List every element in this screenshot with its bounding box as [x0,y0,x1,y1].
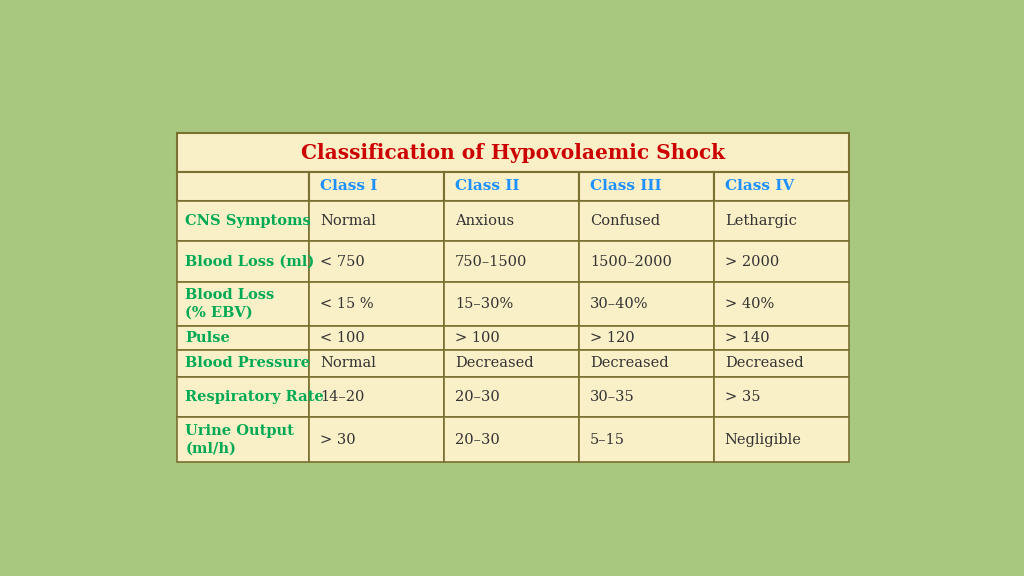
Bar [309,326,443,350]
Text: Class IV: Class IV [725,179,794,193]
Text: < 100: < 100 [319,331,365,345]
Text: 5–15: 5–15 [590,433,625,446]
Text: 750–1500: 750–1500 [455,255,527,268]
Text: > 140: > 140 [725,331,769,345]
Bar [309,377,443,418]
Bar [714,377,849,418]
Text: 1500–2000: 1500–2000 [590,255,672,268]
Text: > 2000: > 2000 [725,255,779,268]
Bar [714,350,849,377]
Text: 30–40%: 30–40% [590,297,648,311]
Text: > 120: > 120 [590,331,635,345]
Bar [177,134,849,172]
Text: < 750: < 750 [319,255,365,268]
Bar [443,350,579,377]
Bar [714,418,849,461]
Bar [579,200,714,241]
Bar [177,282,309,326]
Text: Class III: Class III [590,179,662,193]
Bar [177,172,309,200]
Text: Class II: Class II [455,179,519,193]
Text: Decreased: Decreased [455,357,534,370]
Text: 20–30: 20–30 [455,390,500,404]
Bar [579,350,714,377]
Text: Blood Loss (ml): Blood Loss (ml) [185,255,314,268]
Bar [309,282,443,326]
Text: Classification of Hypovolaemic Shock: Classification of Hypovolaemic Shock [301,142,725,162]
Text: > 30: > 30 [319,433,355,446]
Text: 20–30: 20–30 [455,433,500,446]
Bar [443,172,579,200]
Bar [177,241,309,282]
Text: Confused: Confused [590,214,659,228]
Text: 30–35: 30–35 [590,390,635,404]
Text: > 100: > 100 [455,331,500,345]
Text: Anxious: Anxious [455,214,514,228]
Text: Respiratory Rate: Respiratory Rate [185,390,324,404]
Bar [579,326,714,350]
Bar [309,418,443,461]
Bar [443,418,579,461]
Bar [579,377,714,418]
Bar [309,200,443,241]
Text: Class I: Class I [319,179,377,193]
Text: Decreased: Decreased [725,357,804,370]
Bar [714,241,849,282]
Bar [177,200,309,241]
Bar [443,200,579,241]
Text: Negligible: Negligible [725,433,802,446]
Text: CNS Symptoms: CNS Symptoms [185,214,311,228]
Bar [443,377,579,418]
Text: Normal: Normal [319,357,376,370]
Bar [309,172,443,200]
Bar [579,172,714,200]
Bar [443,282,579,326]
Text: Blood Loss
(% EBV): Blood Loss (% EBV) [185,289,274,320]
Text: Pulse: Pulse [185,331,230,345]
Bar [714,172,849,200]
Text: > 35: > 35 [725,390,760,404]
Bar [714,326,849,350]
Bar [443,326,579,350]
Bar [177,418,309,461]
Bar [579,241,714,282]
Bar [714,282,849,326]
Bar [309,241,443,282]
Text: Blood Pressure: Blood Pressure [185,357,310,370]
Text: Lethargic: Lethargic [725,214,797,228]
Text: Decreased: Decreased [590,357,669,370]
Bar [177,350,309,377]
Text: Urine Output
(ml/h): Urine Output (ml/h) [185,424,294,455]
Bar [309,350,443,377]
Bar [714,200,849,241]
Bar [579,418,714,461]
Text: 14–20: 14–20 [319,390,365,404]
Text: > 40%: > 40% [725,297,774,311]
Bar [177,377,309,418]
Bar [443,241,579,282]
Text: Normal: Normal [319,214,376,228]
Text: < 15 %: < 15 % [319,297,374,311]
Bar [579,282,714,326]
Bar [177,326,309,350]
Text: 15–30%: 15–30% [455,297,513,311]
